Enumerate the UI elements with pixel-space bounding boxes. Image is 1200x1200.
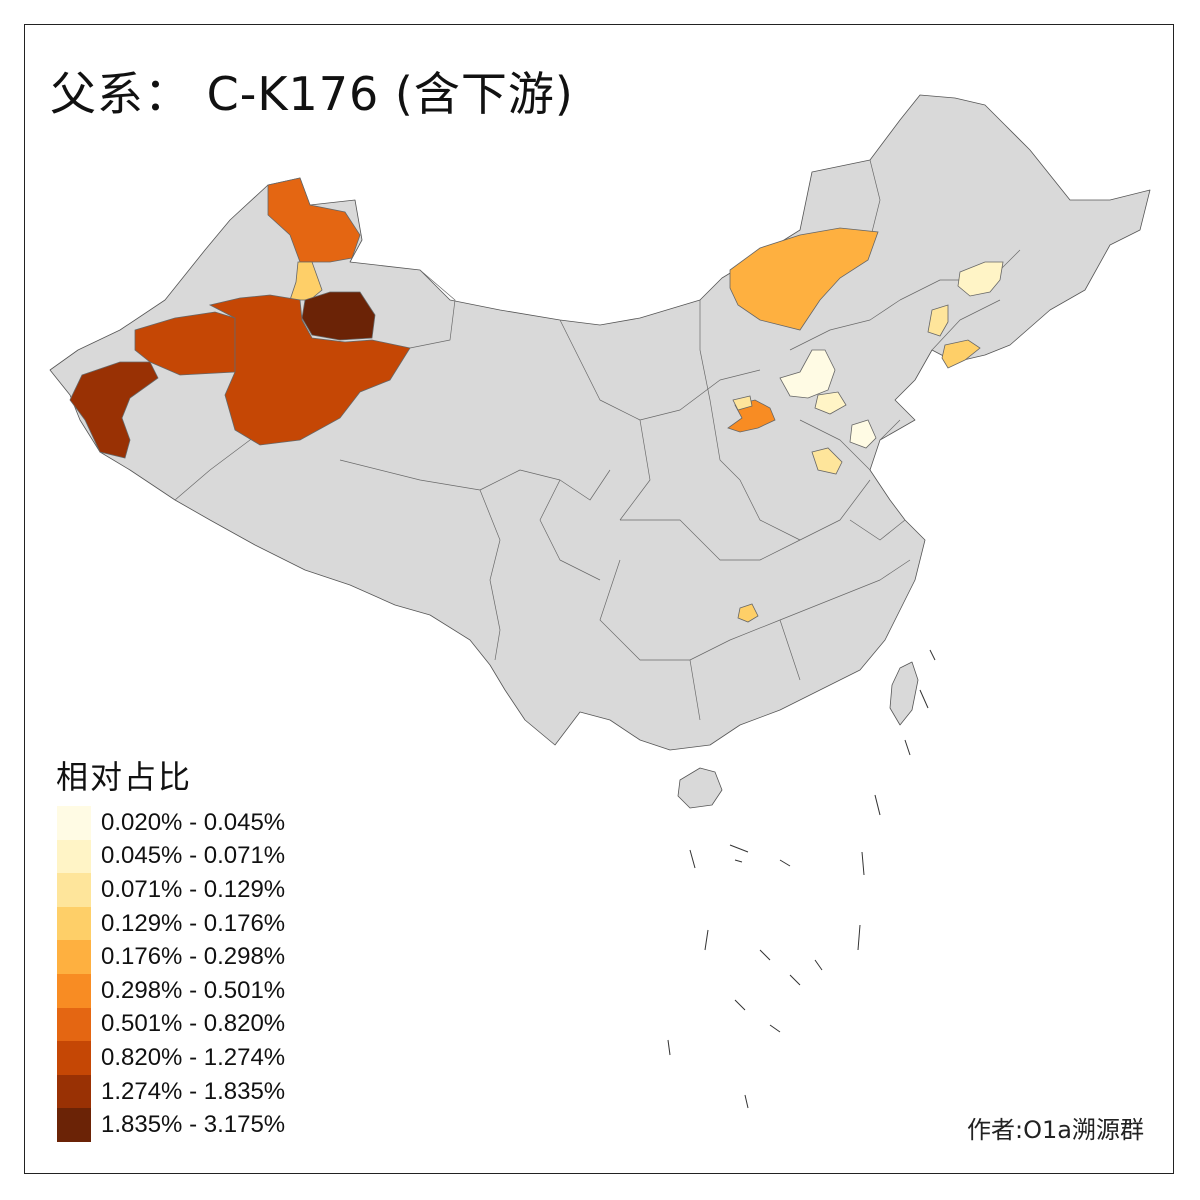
hainan-island — [677, 767, 723, 809]
legend: 0.020% - 0.045% 0.045% - 0.071% 0.071% -… — [57, 806, 285, 1142]
legend-label: 0.129% - 0.176% — [101, 909, 286, 937]
legend-swatch — [57, 1074, 91, 1109]
henan-city — [811, 447, 843, 475]
legend-swatch — [57, 806, 91, 840]
legend-swatch — [57, 906, 91, 941]
hunan-city — [737, 603, 759, 623]
hebei-city — [814, 391, 847, 415]
shanxi-north-city — [732, 395, 753, 411]
jilin-city — [927, 304, 949, 337]
legend-item: 0.129% - 0.176% — [57, 906, 286, 941]
author-credit: 作者:O1a溯源群 — [967, 1116, 1144, 1144]
legend-swatch — [57, 940, 91, 974]
legend-label: 1.835% - 3.175% — [101, 1111, 286, 1139]
legend-title: 相对占比 — [56, 758, 193, 796]
liaoning-city — [941, 339, 981, 369]
legend-item: 0.071% - 0.129% — [57, 873, 285, 907]
urumqi-changji-region — [301, 291, 376, 341]
legend-label: 1.274% - 1.835% — [101, 1077, 286, 1105]
legend-swatch — [57, 1007, 91, 1042]
hulunbuir-region — [729, 227, 879, 331]
legend-label: 0.501% - 0.820% — [101, 1010, 286, 1038]
legend-label: 0.020% - 0.045% — [101, 808, 286, 836]
beijing-region — [779, 349, 836, 399]
altay-region — [267, 177, 361, 263]
legend-item: 1.274% - 1.835% — [57, 1074, 286, 1109]
legend-swatch — [57, 1041, 91, 1075]
legend-item: 0.820% - 1.274% — [57, 1041, 285, 1075]
legend-label: 0.820% - 1.274% — [101, 1043, 286, 1071]
shandong-city — [849, 419, 877, 449]
legend-swatch — [57, 973, 91, 1008]
taiwan-island — [889, 661, 919, 726]
legend-item: 0.501% - 0.820% — [57, 1007, 286, 1042]
heilongjiang-city — [957, 261, 1004, 297]
legend-item: 1.835% - 3.175% — [57, 1108, 285, 1142]
legend-item: 0.045% - 0.071% — [57, 839, 286, 874]
legend-item: 0.176% - 0.298% — [57, 940, 285, 974]
legend-label: 0.176% - 0.298% — [101, 943, 286, 971]
aksu-region — [69, 361, 159, 459]
legend-swatch — [57, 839, 91, 874]
mainland-china-base — [49, 94, 1151, 751]
map-title: 父系： C-K176 (含下游) — [50, 67, 574, 121]
legend-label: 0.045% - 0.071% — [101, 842, 286, 870]
legend-swatch — [57, 873, 91, 907]
legend-label: 0.071% - 0.129% — [101, 875, 286, 903]
legend-item: 0.298% - 0.501% — [57, 973, 286, 1008]
kashgar-region — [208, 294, 411, 446]
legend-label: 0.298% - 0.501% — [101, 976, 286, 1004]
legend-swatch — [57, 1108, 91, 1142]
legend-item: 0.020% - 0.045% — [57, 806, 285, 840]
south-china-sea-islands — [667, 649, 936, 1109]
